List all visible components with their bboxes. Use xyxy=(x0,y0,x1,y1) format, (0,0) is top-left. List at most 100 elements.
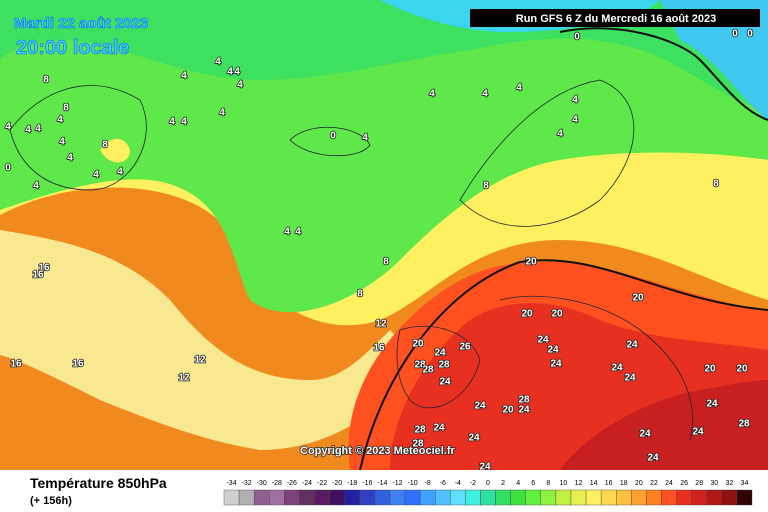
color-scale: -34 -32 -30 -28 -26 -24 -22 -20 -18 -16 -14 -12 -10-… xyxy=(223,480,753,506)
scale-label: 28 xyxy=(695,480,703,487)
scale-swatch xyxy=(435,489,451,506)
scale-label: -6 xyxy=(440,480,446,487)
contour-label: 24 xyxy=(626,340,638,351)
scale-swatch xyxy=(631,489,647,506)
scale-swatch xyxy=(510,489,526,506)
contour-label: 0 xyxy=(574,32,580,43)
contour-label: 4 xyxy=(572,95,578,106)
contour-label: 26 xyxy=(459,342,471,353)
scale-swatch xyxy=(299,489,315,506)
contour-label: 24 xyxy=(518,405,530,416)
scale-label: -20 xyxy=(332,480,342,487)
contour-label: 24 xyxy=(611,363,623,374)
scale-swatch xyxy=(419,489,436,506)
contour-label: 20 xyxy=(521,309,533,320)
scale-swatch xyxy=(736,489,753,506)
contour-label: 4 xyxy=(35,124,41,135)
scale-label: 16 xyxy=(605,480,613,487)
scale-label: -8 xyxy=(425,480,431,487)
contour-label: 4 xyxy=(234,67,240,78)
contour-label: 24 xyxy=(624,373,636,384)
scale-swatch xyxy=(540,489,557,506)
contour-label: 16 xyxy=(10,359,22,370)
scale-swatch xyxy=(525,489,542,506)
scale-swatch xyxy=(223,489,240,506)
scale-swatch xyxy=(329,489,345,506)
copyright: Copyright © 2023 Meteociel.fr xyxy=(300,445,456,457)
scale-label: 14 xyxy=(590,480,598,487)
contour-label: 0 xyxy=(732,29,738,40)
contour-label: 20 xyxy=(704,364,716,375)
contour-label: 16 xyxy=(38,263,50,274)
scale-label: 20 xyxy=(635,480,643,487)
contour-label: 24 xyxy=(433,423,445,434)
contour-label: 4 xyxy=(516,83,522,94)
scale-swatch xyxy=(284,489,300,506)
contour-label: 16 xyxy=(373,343,385,354)
map-background xyxy=(0,0,768,471)
contour-label: 4 xyxy=(284,227,290,238)
scale-swatch xyxy=(706,489,723,506)
contour-label: 12 xyxy=(178,373,190,384)
contour-label: 4 xyxy=(237,80,243,91)
contour-label: 4 xyxy=(59,137,65,148)
scale-label: -14 xyxy=(377,480,387,487)
contour-label: 20 xyxy=(736,364,748,375)
contour-label: 24 xyxy=(647,453,659,464)
contour-label: 4 xyxy=(227,67,233,78)
scale-swatch xyxy=(721,489,738,506)
contour-label: 4 xyxy=(25,125,31,136)
scale-label: -26 xyxy=(287,480,297,487)
contour-label: 12 xyxy=(194,355,206,366)
run-banner xyxy=(470,9,760,27)
contour-label: 4 xyxy=(117,167,123,178)
contour-label: 0 xyxy=(330,131,336,142)
contour-label: 4 xyxy=(181,71,187,82)
scale-label: -2 xyxy=(470,480,476,487)
scale-label: 0 xyxy=(486,480,490,487)
contour-label: 16 xyxy=(72,359,84,370)
contour-label: 24 xyxy=(706,399,718,410)
scale-label: -4 xyxy=(455,480,461,487)
contour-label: 28 xyxy=(422,365,434,376)
scale-label: 8 xyxy=(546,480,550,487)
contour-label: 8 xyxy=(102,140,108,151)
contour-label: 24 xyxy=(439,377,451,388)
contour-label: 20 xyxy=(551,309,563,320)
scale-label: -34 xyxy=(226,480,236,487)
contour-label: 12 xyxy=(375,319,387,330)
contour-label: 0 xyxy=(5,163,11,174)
contour-label: 4 xyxy=(362,133,368,144)
scale-swatch xyxy=(616,489,632,506)
contour-label: 28 xyxy=(738,419,750,430)
contour-label: 24 xyxy=(537,335,549,346)
contour-label: 4 xyxy=(169,117,175,128)
scale-label: -12 xyxy=(392,480,402,487)
scale-label: -18 xyxy=(347,480,357,487)
contour-label: 4 xyxy=(181,117,187,128)
contour-label: 4 xyxy=(5,122,11,133)
scale-label: -32 xyxy=(242,480,252,487)
contour-label: 24 xyxy=(434,348,446,359)
contour-label: 24 xyxy=(550,359,562,370)
scale-label: 26 xyxy=(680,480,688,487)
contour-label: 4 xyxy=(33,181,39,192)
scale-swatch xyxy=(600,489,617,506)
scale-label: -22 xyxy=(317,480,327,487)
scale-swatch xyxy=(404,489,421,506)
contour-label: 28 xyxy=(414,425,426,436)
contour-label: 28 xyxy=(414,360,426,371)
contour-label: 8 xyxy=(357,289,363,300)
valid-date: Mardi 22 août 2023 xyxy=(14,15,148,32)
scale-label: 34 xyxy=(741,480,749,487)
contour-label: 8 xyxy=(63,103,69,114)
scale-label: 12 xyxy=(575,480,583,487)
scale-swatch xyxy=(314,489,330,506)
scale-label: 2 xyxy=(501,480,505,487)
scale-label: 22 xyxy=(650,480,658,487)
contour-label: 4 xyxy=(67,153,73,164)
contour-label: 24 xyxy=(547,345,559,356)
contour-label: 8 xyxy=(43,75,49,86)
contour-label: 8 xyxy=(383,257,389,268)
